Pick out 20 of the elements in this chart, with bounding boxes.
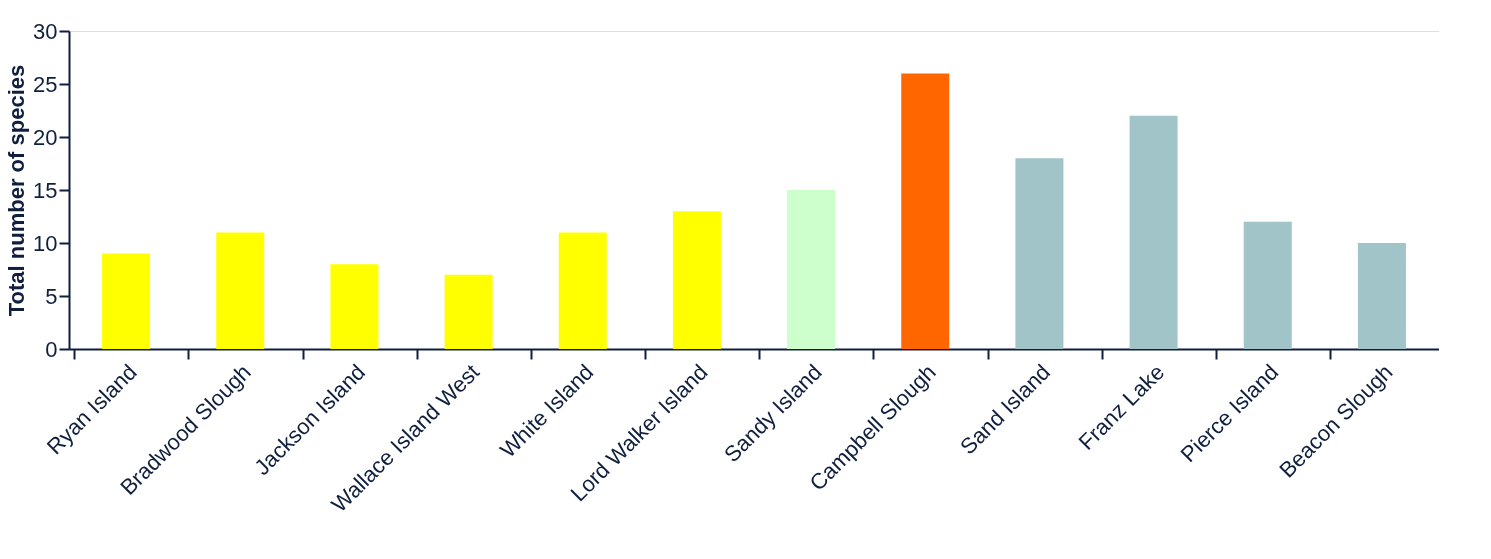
y-tick-label: 10 [33,230,58,256]
y-tick-label: 20 [33,124,58,150]
y-tick-label: 25 [33,71,58,97]
bar [102,253,151,349]
y-tick-label: 15 [33,177,58,203]
bar [330,264,379,349]
bar [901,73,950,349]
bar [558,232,607,349]
y-tick-label: 5 [45,283,58,309]
y-tick-label: 30 [33,18,58,44]
bar [1015,158,1064,349]
bar [672,211,721,349]
y-axis-title: Total number of species [4,64,30,317]
bar [216,232,265,349]
bar [1357,243,1406,349]
bar [787,190,836,349]
bar [444,274,493,349]
y-tick-label: 0 [45,336,58,362]
bar [1243,221,1292,349]
bar [1129,115,1178,349]
